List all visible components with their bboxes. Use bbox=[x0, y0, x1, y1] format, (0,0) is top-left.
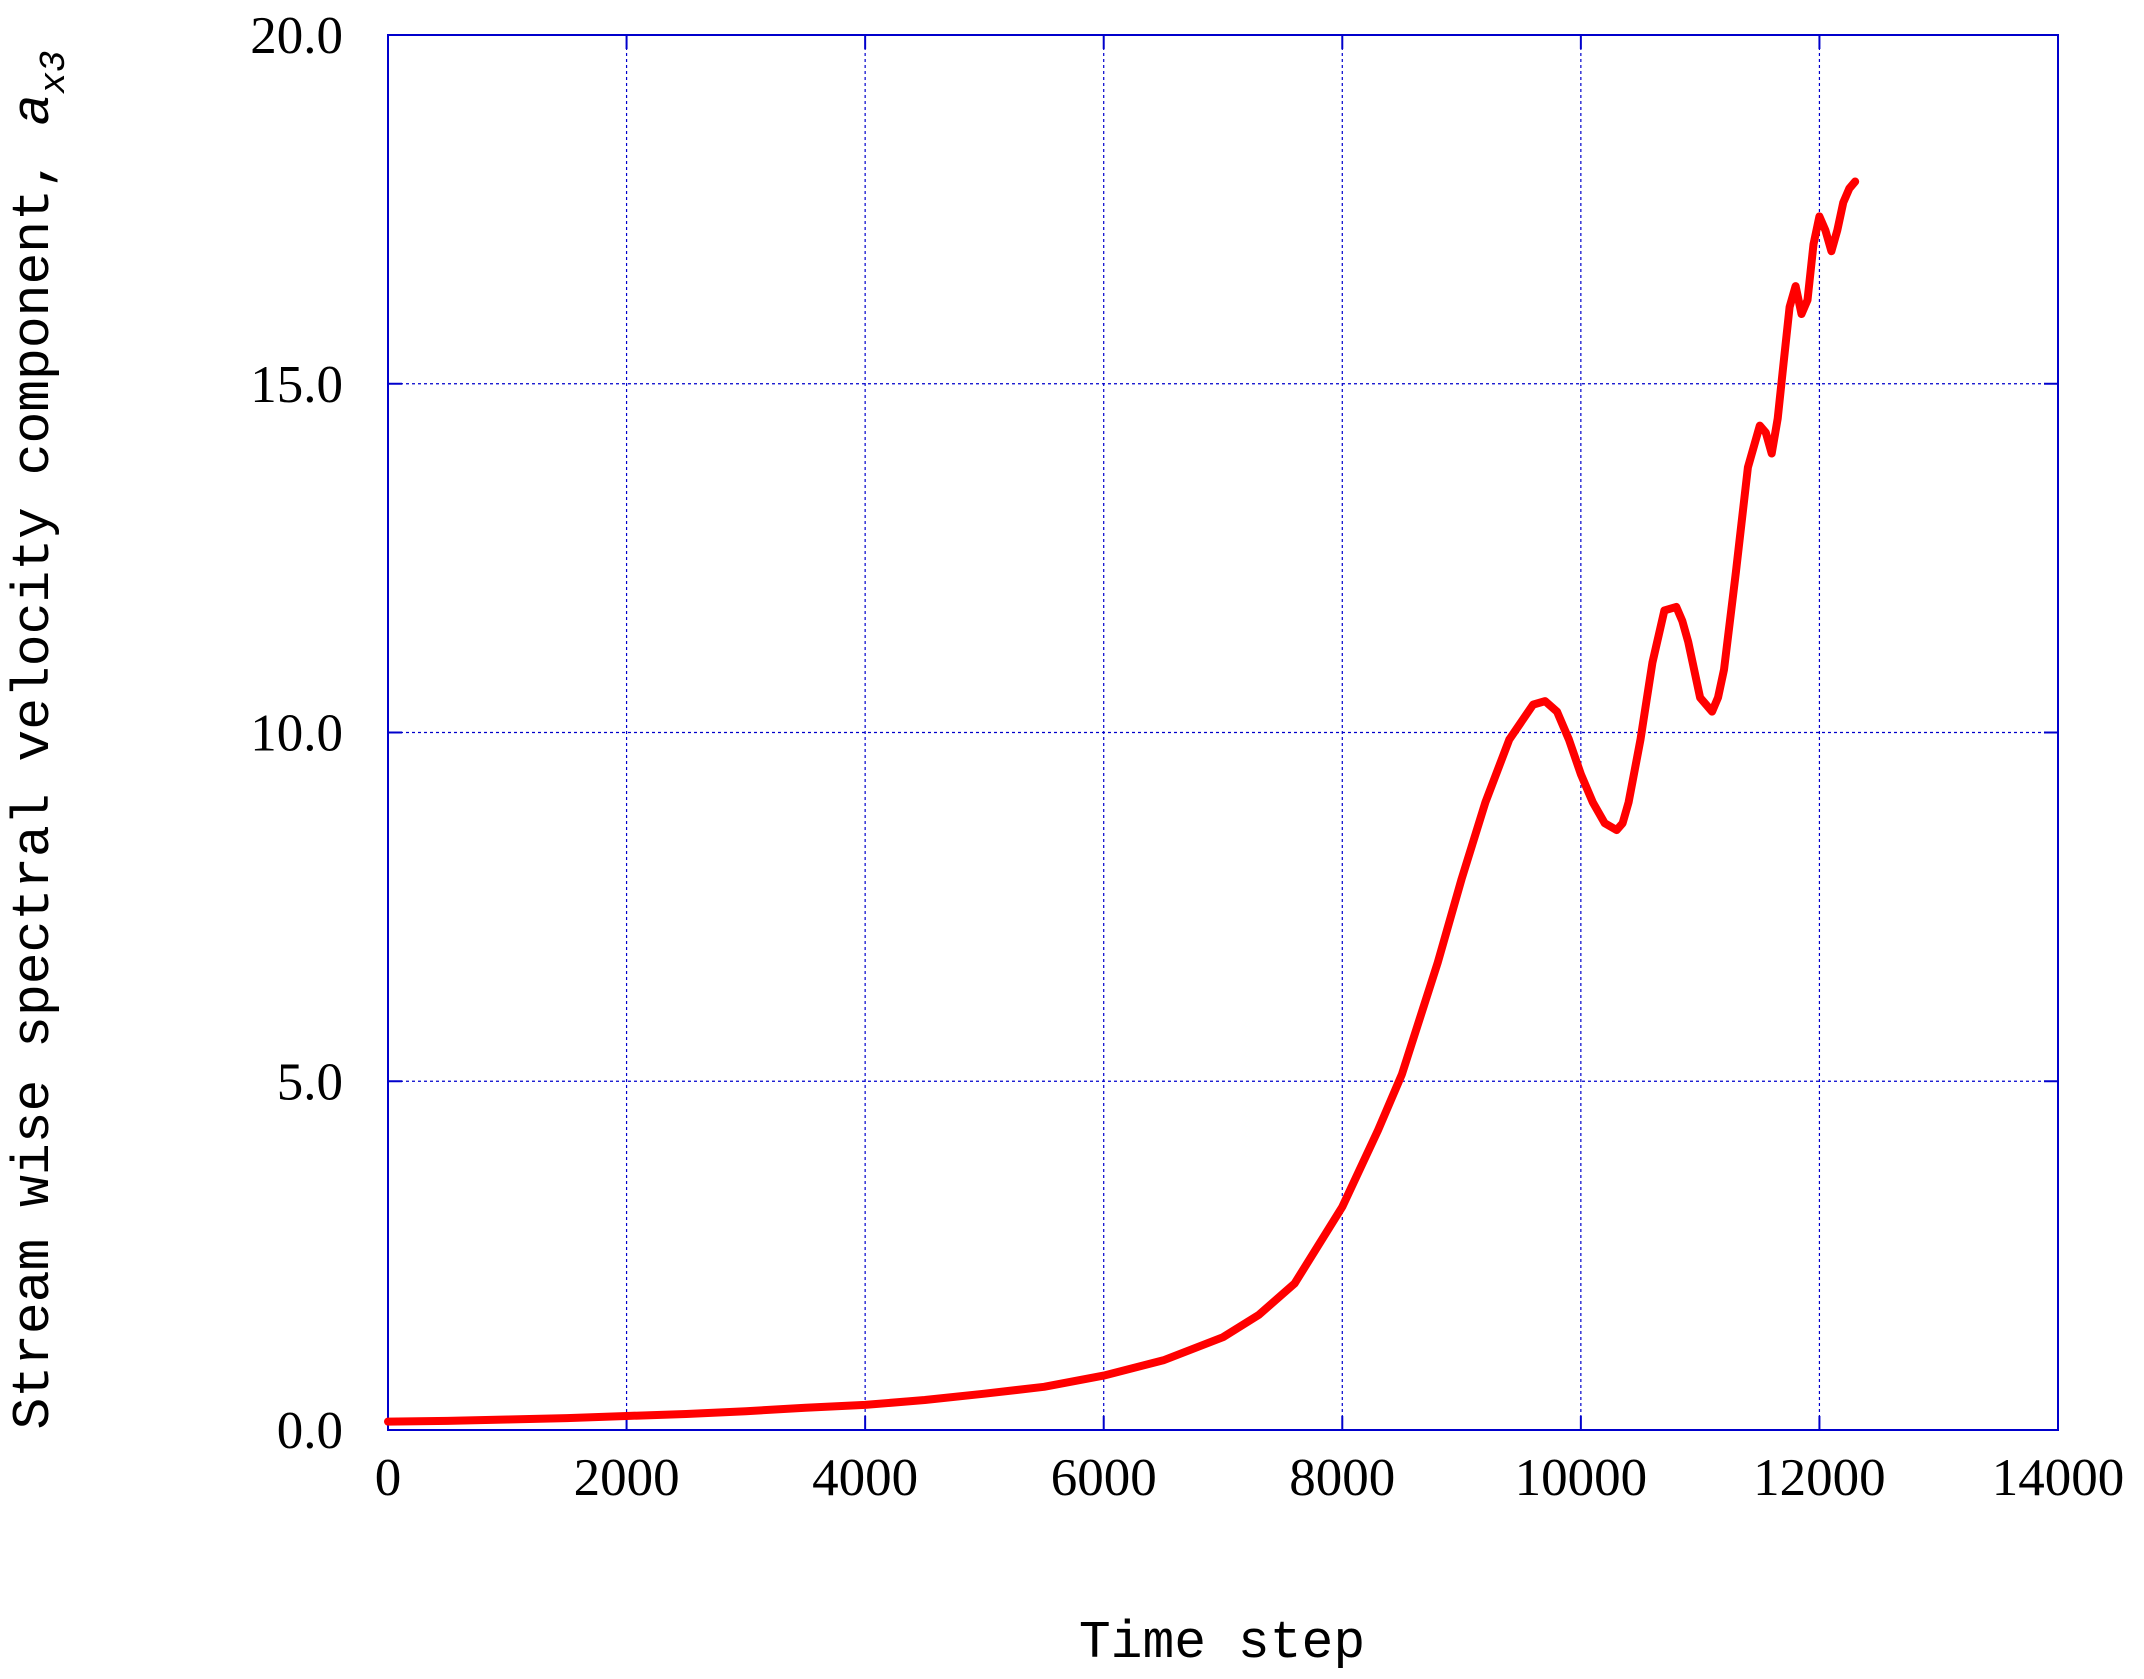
axes bbox=[387, 34, 2059, 1431]
series-layer bbox=[384, 177, 1860, 1426]
y-axis-title-text: Stream wise spectral velocity component, bbox=[4, 126, 64, 1430]
x-tick-label: 10000 bbox=[1515, 1449, 1648, 1507]
x-tick-label: 2000 bbox=[574, 1449, 680, 1507]
y-tick-label: 15.0 bbox=[250, 356, 343, 414]
y-axis-title-symbol: a bbox=[4, 94, 64, 126]
y-axis-title: Stream wise spectral velocity component,… bbox=[4, 50, 75, 1429]
x-tick-label: 4000 bbox=[812, 1449, 918, 1507]
y-axis-title-subscript: x3 bbox=[34, 50, 75, 94]
y-tick-label: 10.0 bbox=[250, 705, 343, 763]
grid-lines bbox=[388, 35, 2058, 1430]
y-tick-label: 0.0 bbox=[277, 1402, 343, 1460]
tick-labels: 0 2000 4000 6000 8000 10000 12000 14000 0.0 5.0 10… bbox=[250, 7, 2124, 1507]
x-tick-label: 8000 bbox=[1289, 1449, 1395, 1507]
x-tick-label: 12000 bbox=[1753, 1449, 1886, 1507]
y-tick-label: 20.0 bbox=[250, 7, 343, 65]
x-axis-title: Time step bbox=[1079, 1613, 1365, 1673]
x-tick-label: 14000 bbox=[1992, 1449, 2125, 1507]
series-line bbox=[384, 177, 1860, 1426]
y-tick-label: 5.0 bbox=[277, 1053, 343, 1111]
x-tick-label: 6000 bbox=[1051, 1449, 1157, 1507]
x-tick-label: 0 bbox=[375, 1449, 402, 1507]
